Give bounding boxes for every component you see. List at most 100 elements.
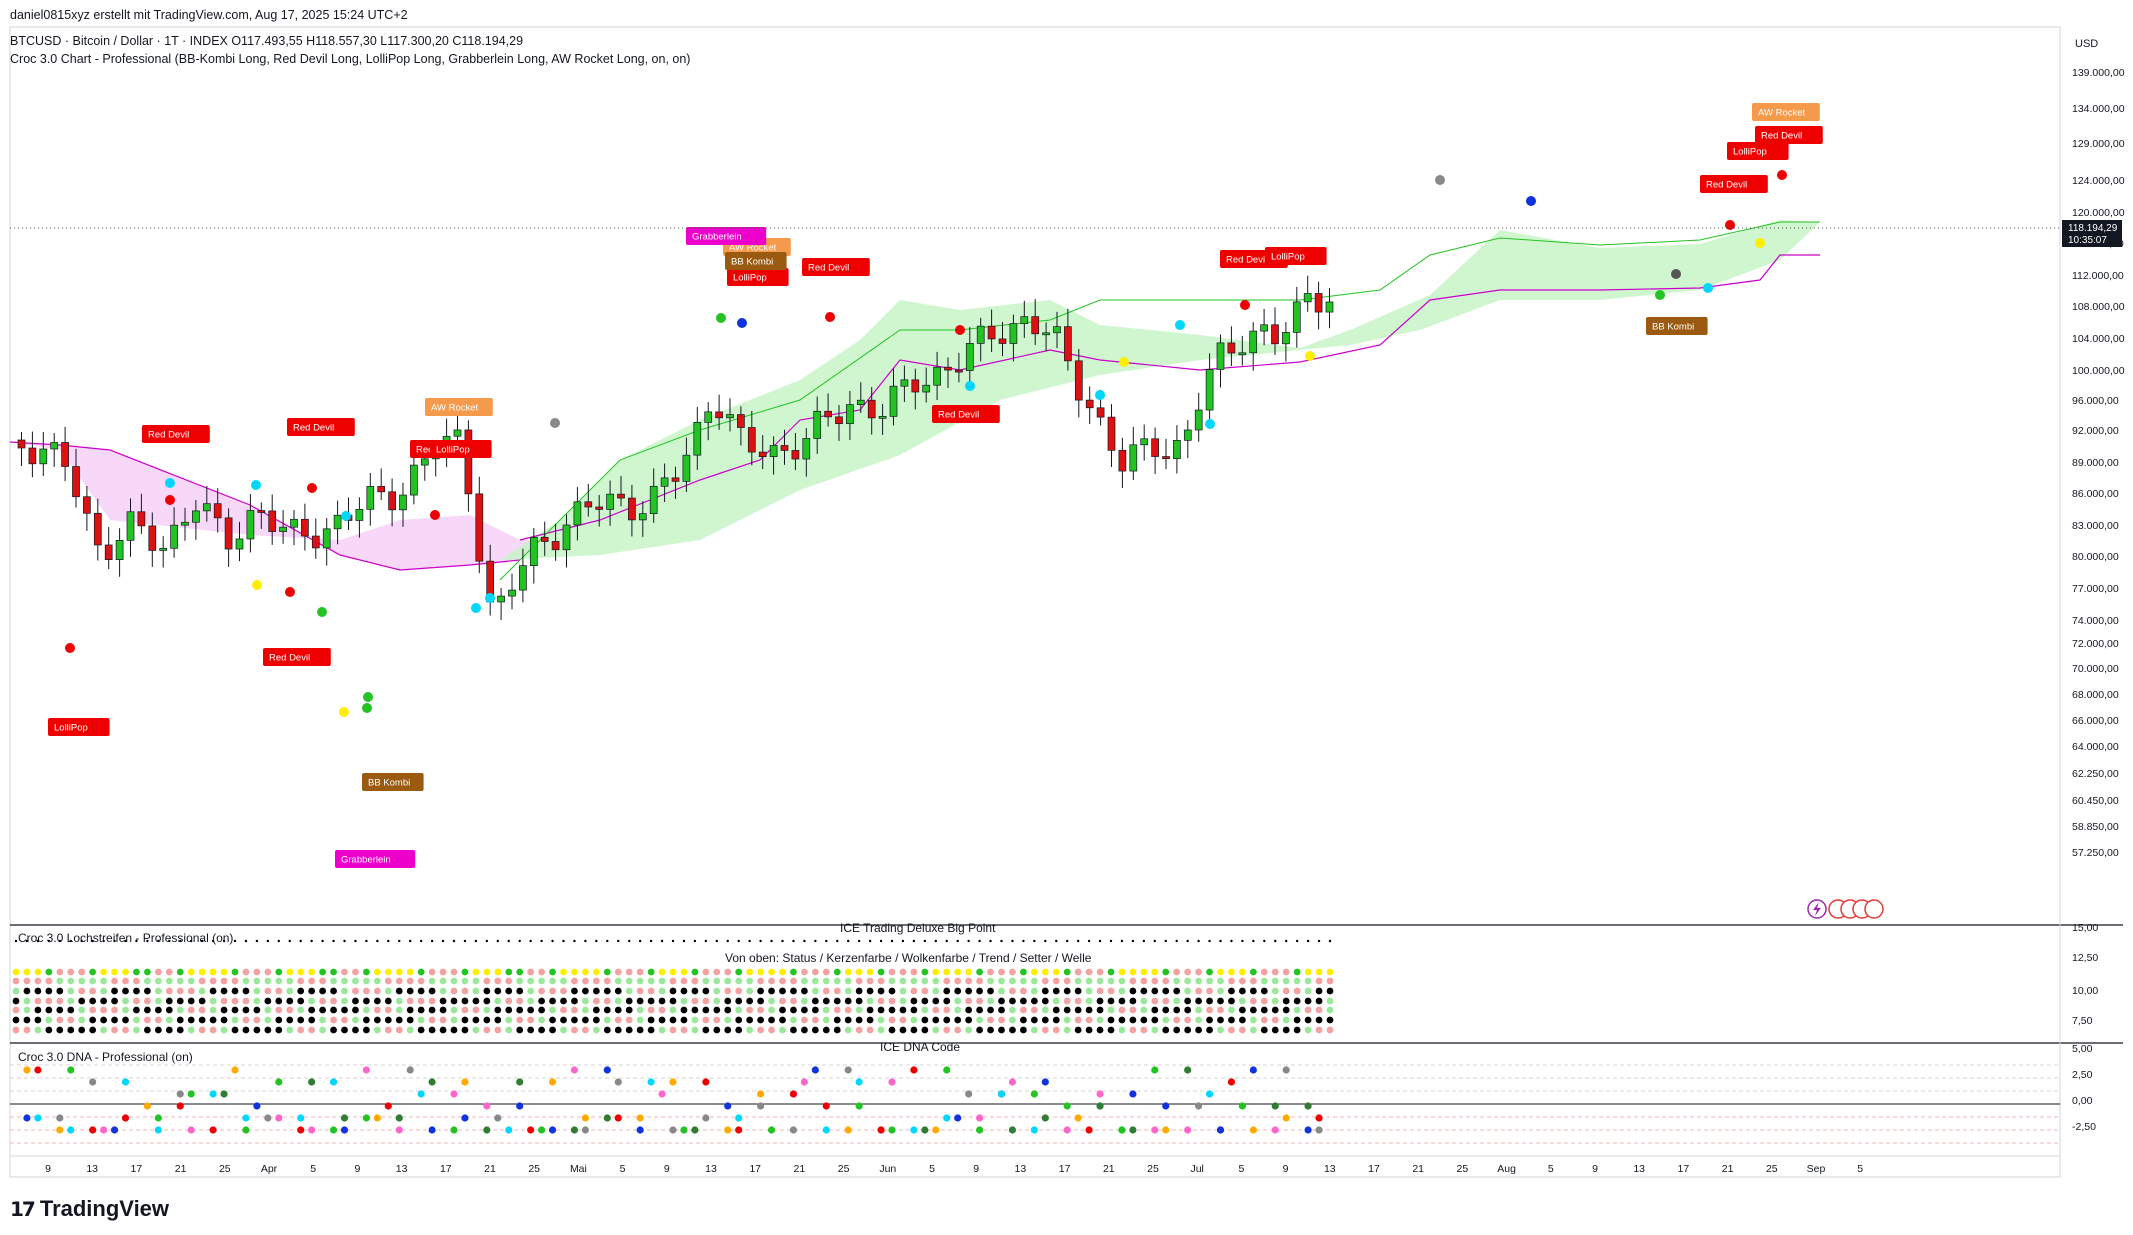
signal-label-grabberlein: Grabberlein: [335, 850, 416, 868]
loch-dot: [144, 977, 151, 985]
loch-dot: [1074, 968, 1082, 976]
dna-dot: [669, 1078, 677, 1086]
loch-dot: [943, 1006, 951, 1014]
loch-dot: [998, 987, 1005, 995]
loch-dot: [220, 1026, 228, 1034]
loch-dot: [932, 1016, 940, 1024]
loch-dot: [209, 977, 217, 985]
loch-dot: [855, 977, 863, 985]
loch-dot: [231, 1026, 239, 1034]
loch-dot: [1052, 968, 1060, 976]
price-tick-label: 92.000,00: [2072, 425, 2119, 437]
loch-top-dot: [814, 939, 817, 943]
dna-title[interactable]: Croc 3.0 DNA - Professional (on): [18, 1050, 193, 1064]
signal-label-red-devil: Red Devil: [1700, 175, 1768, 193]
loch-dot: [209, 987, 217, 995]
loch-dot: [965, 997, 973, 1005]
loch-dot: [735, 1016, 743, 1024]
loch-top-dot: [956, 939, 959, 943]
dna-dot: [910, 1126, 918, 1134]
dna-dot: [1271, 1102, 1279, 1110]
loch-top-dot: [146, 939, 149, 943]
time-tick-label: 5: [310, 1163, 316, 1175]
flag-icons[interactable]: [1828, 899, 1884, 919]
time-axis[interactable]: 9 13 17 21 25 Apr 5 9 13 17 21 25 Mai 5 9 13 17 21 25 Jun 5 9…: [45, 1163, 1863, 1175]
loch-dot: [866, 997, 874, 1005]
dna-dot: [384, 1102, 392, 1110]
loch-dot: [560, 997, 567, 1005]
loch-dot: [603, 1006, 611, 1014]
lochstreifen-sub-label: Von oben: Status / Kerzenfarbe / Wolkenf…: [725, 951, 1092, 965]
time-tick-label: 21: [1103, 1163, 1115, 1175]
candle-body: [39, 448, 48, 465]
loch-dot: [1074, 987, 1082, 995]
lochstreifen-title[interactable]: Croc 3.0 Lochstreifen - Professional (on…: [18, 931, 233, 945]
dna-dot: [1041, 1078, 1049, 1086]
loch-dot: [910, 968, 918, 976]
loch-dot: [111, 968, 118, 976]
loch-dot: [505, 997, 513, 1005]
tradingview-logo[interactable]: 𝟭𝟳 TradingView: [10, 1196, 169, 1222]
loch-dot: [680, 1026, 688, 1034]
loch-dot: [801, 1016, 808, 1024]
loch-dot: [264, 997, 272, 1005]
dna-dot: [209, 1126, 217, 1134]
loch-dot: [998, 997, 1005, 1005]
loch-dot: [308, 1016, 316, 1024]
loch-dot: [582, 997, 589, 1005]
loch-dot: [888, 1026, 896, 1034]
countdown-value: 10:35:07: [2068, 235, 2107, 246]
loch-dot: [1315, 997, 1323, 1005]
loch-dot: [998, 1026, 1005, 1034]
loch-top-dot: [540, 939, 543, 943]
loch-dot: [264, 968, 272, 976]
candle-body: [726, 414, 734, 419]
loch-dot: [111, 1006, 118, 1014]
loch-dot: [877, 1026, 885, 1034]
loch-dot: [910, 997, 918, 1005]
price-tick-label: 104.000,00: [2072, 333, 2125, 345]
candle-body: [780, 445, 789, 451]
signal-label-bg: [932, 405, 1000, 423]
loch-dot: [1195, 968, 1202, 976]
loch-dot: [483, 987, 491, 995]
time-tick-label: 17: [1059, 1163, 1071, 1175]
loch-dot: [987, 987, 994, 995]
loch-dot: [319, 1026, 326, 1034]
loch-dot: [647, 1016, 655, 1024]
loch-dot: [165, 987, 173, 995]
loch-top-dot: [759, 939, 762, 943]
price-tick-label: 86.000,00: [2072, 488, 2119, 500]
indicator-legend[interactable]: Croc 3.0 Chart - Professional (BB-Kombi …: [10, 52, 691, 66]
loch-dot: [702, 987, 710, 995]
candle-body: [1292, 301, 1301, 333]
signal-dot: [485, 593, 495, 603]
loch-dot: [1020, 997, 1027, 1005]
loch-dot: [78, 968, 86, 976]
dna-dot: [297, 1114, 305, 1122]
loch-dot: [757, 1016, 764, 1024]
loch-dot: [1129, 977, 1137, 985]
loch-dot: [111, 987, 118, 995]
price-axis[interactable]: 139.000,00 134.000,00 129.000,00 124.000,00…: [2072, 67, 2125, 859]
loch-dot: [1228, 1006, 1235, 1014]
loch-dot: [23, 1026, 31, 1034]
signal-dot: [165, 478, 175, 488]
loch-dot: [1009, 1026, 1016, 1034]
price-tick-label: 58.850,00: [2072, 821, 2119, 833]
loch-dot: [757, 977, 764, 985]
alert-icon[interactable]: [1807, 899, 1827, 919]
loch-top-dot: [1274, 939, 1277, 943]
dna-dot: [1008, 1126, 1017, 1134]
candle-body: [1118, 449, 1127, 472]
dna-dot: [855, 1078, 863, 1086]
dna-dot: [176, 1090, 184, 1098]
loch-dot: [702, 1016, 710, 1024]
signal-dot: [1095, 390, 1105, 400]
currency-label[interactable]: USD: [2075, 38, 2098, 50]
loch-dot: [1260, 968, 1268, 976]
time-tick-label: 21: [1412, 1163, 1424, 1175]
loch-dot: [976, 1016, 983, 1024]
symbol-ohlc-line[interactable]: BTCUSD · Bitcoin / Dollar · 1T · INDEX O…: [10, 34, 524, 48]
